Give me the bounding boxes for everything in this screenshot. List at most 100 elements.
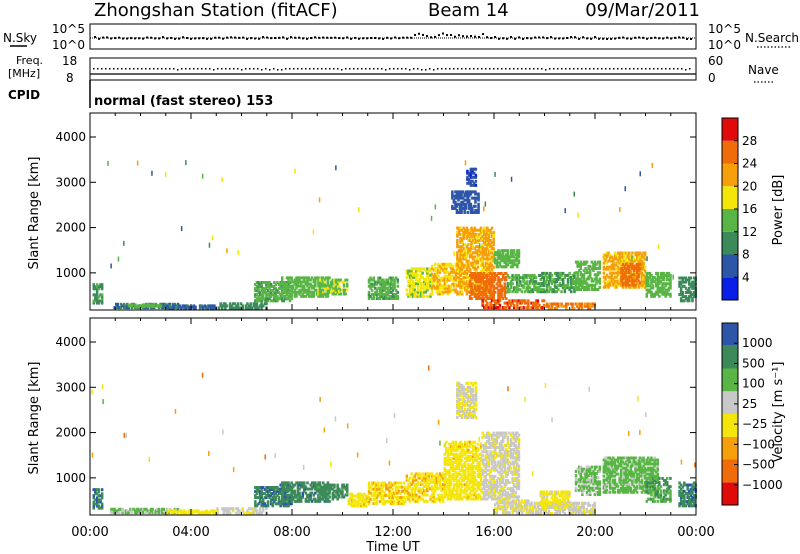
heatmap-cell	[92, 488, 95, 492]
nave-point	[233, 68, 235, 70]
heatmap-cell	[457, 276, 461, 279]
heatmap-cell	[544, 273, 547, 277]
heatmap-cell	[312, 280, 315, 284]
heatmap-cell	[372, 481, 375, 485]
heatmap-cell	[247, 511, 251, 515]
heatmap-cell	[464, 475, 467, 479]
heatmap-cell	[487, 232, 491, 236]
heatmap-cell	[463, 211, 466, 214]
heatmap-cell	[576, 262, 579, 266]
heatmap-cell	[516, 255, 519, 259]
heatmap-cell	[440, 485, 443, 489]
heatmap-cell	[537, 282, 541, 286]
heatmap-cell	[457, 190, 460, 194]
heatmap-cell	[465, 247, 469, 251]
heatmap-cell	[645, 280, 648, 284]
heatmap-cell	[258, 494, 262, 498]
heatmap-cell	[386, 282, 390, 286]
heatmap-cell	[370, 481, 374, 485]
heatmap-cell	[394, 288, 398, 292]
heatmap-cell	[465, 261, 469, 265]
heatmap-cell	[356, 494, 360, 498]
heatmap-cell	[483, 228, 486, 232]
heatmap-cell	[299, 497, 303, 501]
heatmap-cell	[441, 262, 445, 266]
heatmap-cell	[506, 301, 510, 305]
heatmap-cell	[629, 253, 633, 257]
heatmap-cell	[446, 290, 450, 294]
heatmap-cell	[236, 507, 240, 511]
heatmap-cell	[266, 283, 270, 286]
heatmap-cell	[277, 287, 281, 291]
heatmap-cell	[391, 286, 395, 290]
heatmap-cell	[375, 288, 379, 292]
heatmap-cell	[580, 304, 584, 308]
heatmap-cell	[290, 481, 293, 485]
heatmap-cell	[349, 496, 352, 500]
heatmap-cell	[563, 284, 567, 288]
heatmap-cell	[484, 288, 487, 292]
heatmap-cell	[545, 271, 549, 275]
heatmap-cell	[129, 303, 132, 307]
heatmap-cell	[374, 282, 377, 286]
heatmap-cell	[498, 294, 502, 298]
heatmap-cell	[455, 211, 459, 214]
heatmap-cell	[636, 255, 639, 259]
heatmap-cell	[380, 280, 383, 284]
heatmap-cell	[484, 257, 487, 261]
heatmap-cell	[473, 228, 476, 232]
heatmap-cell	[628, 261, 631, 265]
heatmap-cell	[426, 294, 429, 298]
heatmap-cell	[386, 288, 390, 292]
heatmap-cell	[342, 485, 346, 489]
heatmap-cell	[378, 276, 382, 280]
heatmap-cell	[661, 288, 664, 292]
heatmap-cell	[172, 511, 175, 515]
noise-point	[418, 32, 420, 35]
heatmap-cell	[536, 288, 539, 292]
heatmap-cell	[443, 458, 446, 462]
heatmap-cell	[553, 278, 557, 281]
heatmap-cell	[503, 290, 506, 294]
heatmap-cell	[454, 442, 457, 446]
heatmap-cell	[360, 504, 363, 508]
heatmap-cell	[391, 497, 394, 501]
heatmap-cell	[584, 281, 587, 285]
heatmap-cell	[621, 271, 625, 275]
heatmap-cell	[134, 305, 137, 309]
heatmap-cell	[386, 290, 390, 294]
heatmap-cell	[464, 276, 467, 279]
heatmap-cell	[427, 282, 431, 286]
heatmap-cell	[92, 502, 95, 506]
heatmap-cell	[631, 275, 634, 279]
heatmap-cell	[326, 489, 330, 493]
heatmap-cell	[292, 290, 295, 294]
heatmap-cell	[517, 261, 521, 265]
heatmap-cell	[254, 504, 257, 508]
heatmap-cell	[503, 265, 506, 269]
heatmap-cell	[464, 452, 467, 456]
heatmap-cell	[415, 269, 418, 273]
heatmap-cell	[492, 284, 495, 288]
heatmap-cell	[172, 509, 175, 513]
heatmap-cell	[464, 243, 467, 247]
heatmap-cell	[449, 276, 453, 280]
heatmap-cell	[483, 226, 486, 230]
heatmap-cell	[254, 289, 257, 293]
nsky-tick-top: 10^5	[52, 22, 85, 36]
heatmap-cell	[585, 271, 589, 275]
heatmap-cell	[689, 295, 693, 299]
heatmap-cell	[495, 259, 499, 263]
heatmap-cell	[284, 286, 287, 290]
heatmap-cell	[435, 472, 439, 476]
heatmap-cell	[154, 509, 158, 513]
heatmap-cell	[331, 497, 335, 501]
heatmap-cell	[500, 288, 503, 292]
heatmap-cell	[426, 267, 429, 271]
heatmap-cell	[303, 481, 306, 485]
heatmap-cell	[415, 487, 418, 491]
heatmap-cell	[370, 292, 374, 296]
heatmap-cell	[563, 273, 567, 277]
heatmap-cell	[410, 271, 413, 275]
nave-point	[449, 68, 451, 70]
